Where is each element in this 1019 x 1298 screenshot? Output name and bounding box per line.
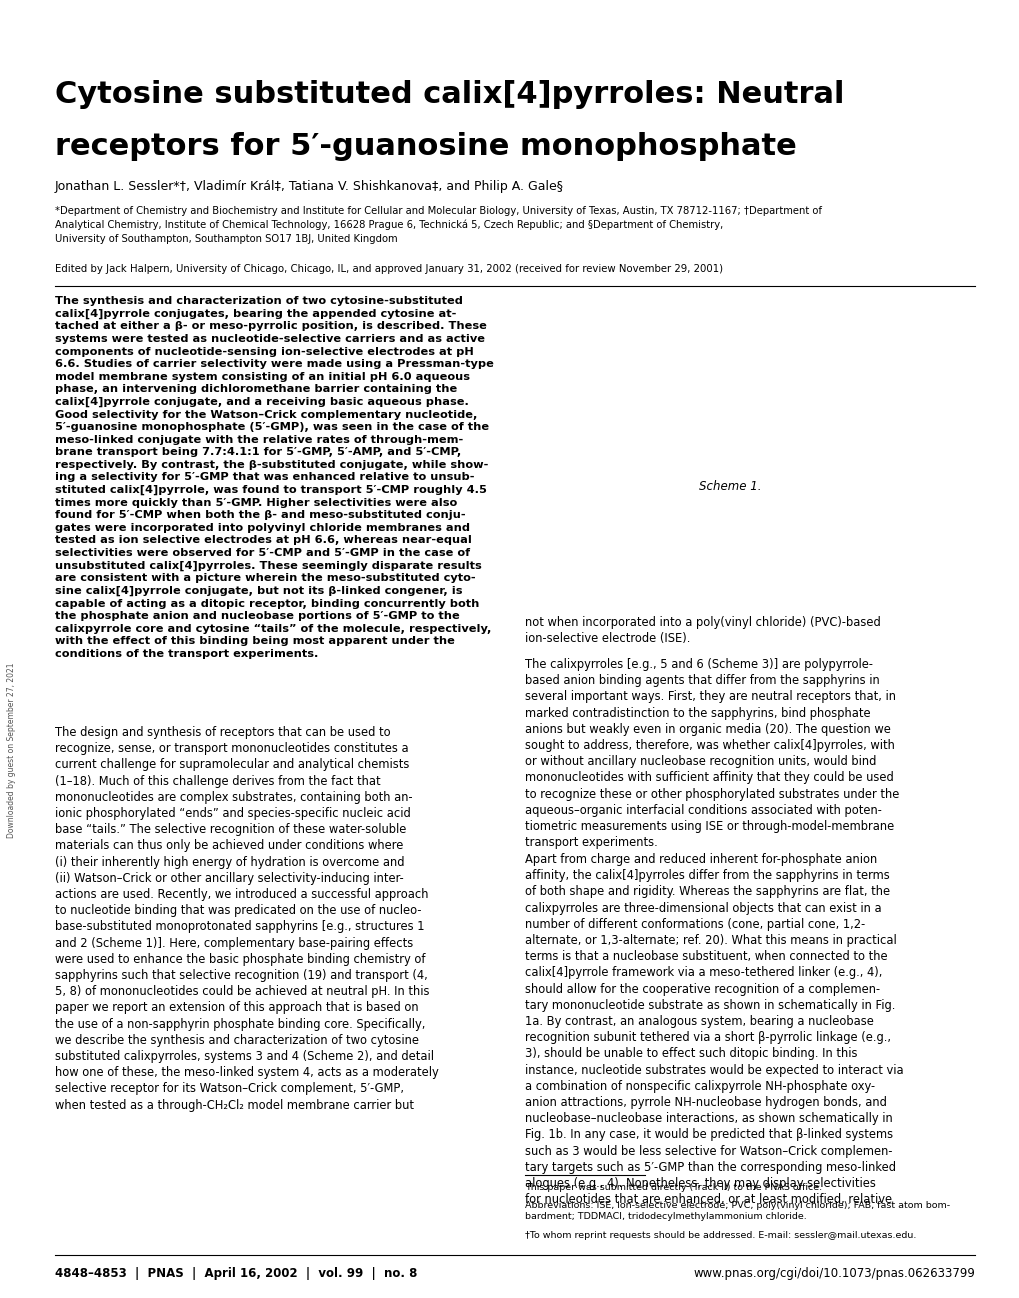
Text: The calixpyrroles [e.g., 5 and 6 (Scheme 3)] are polypyrrole-
based anion bindin: The calixpyrroles [e.g., 5 and 6 (Scheme…: [525, 658, 899, 849]
Text: This paper was submitted directly (Track II) to the PNAS office.: This paper was submitted directly (Track…: [525, 1182, 821, 1192]
Text: *Department of Chemistry and Biochemistry and Institute for Cellular and Molecul: *Department of Chemistry and Biochemistr…: [55, 206, 821, 244]
Text: Jonathan L. Sessler*†, Vladimír Král‡, Tatiana V. Shishkanova‡, and Philip A. Ga: Jonathan L. Sessler*†, Vladimír Král‡, T…: [55, 180, 564, 193]
Text: Edited by Jack Halpern, University of Chicago, Chicago, IL, and approved January: Edited by Jack Halpern, University of Ch…: [55, 263, 722, 274]
Text: receptors for 5′-guanosine monophosphate: receptors for 5′-guanosine monophosphate: [55, 132, 796, 161]
Text: Scheme 1.: Scheme 1.: [698, 480, 760, 493]
Text: not when incorporated into a poly(vinyl chloride) (PVC)-based
ion-selective elec: not when incorporated into a poly(vinyl …: [525, 617, 879, 645]
Text: The synthesis and characterization of two cytosine-substituted
calix[4]pyrrole c: The synthesis and characterization of tw…: [55, 296, 493, 659]
Text: Apart from charge and reduced inherent for-phosphate anion
affinity, the calix[4: Apart from charge and reduced inherent f…: [525, 853, 903, 1206]
Text: Abbreviations: ISE, ion-selective electrode; PVC, poly(vinyl chloride); FAB, fas: Abbreviations: ISE, ion-selective electr…: [525, 1201, 949, 1221]
Text: The design and synthesis of receptors that can be used to
recognize, sense, or t: The design and synthesis of receptors th…: [55, 726, 438, 1111]
FancyBboxPatch shape: [520, 291, 969, 601]
Text: Downloaded by guest on September 27, 2021: Downloaded by guest on September 27, 202…: [7, 662, 16, 837]
Text: †To whom reprint requests should be addressed. E-mail: sessler@mail.utexas.edu.: †To whom reprint requests should be addr…: [525, 1231, 915, 1240]
Text: 4848–4853  |  PNAS  |  April 16, 2002  |  vol. 99  |  no. 8: 4848–4853 | PNAS | April 16, 2002 | vol.…: [55, 1267, 417, 1280]
Text: Cytosine substituted calix[4]pyrroles: Neutral: Cytosine substituted calix[4]pyrroles: N…: [55, 80, 844, 109]
Text: www.pnas.org/cgi/doi/10.1073/pnas.062633799: www.pnas.org/cgi/doi/10.1073/pnas.062633…: [693, 1267, 974, 1280]
